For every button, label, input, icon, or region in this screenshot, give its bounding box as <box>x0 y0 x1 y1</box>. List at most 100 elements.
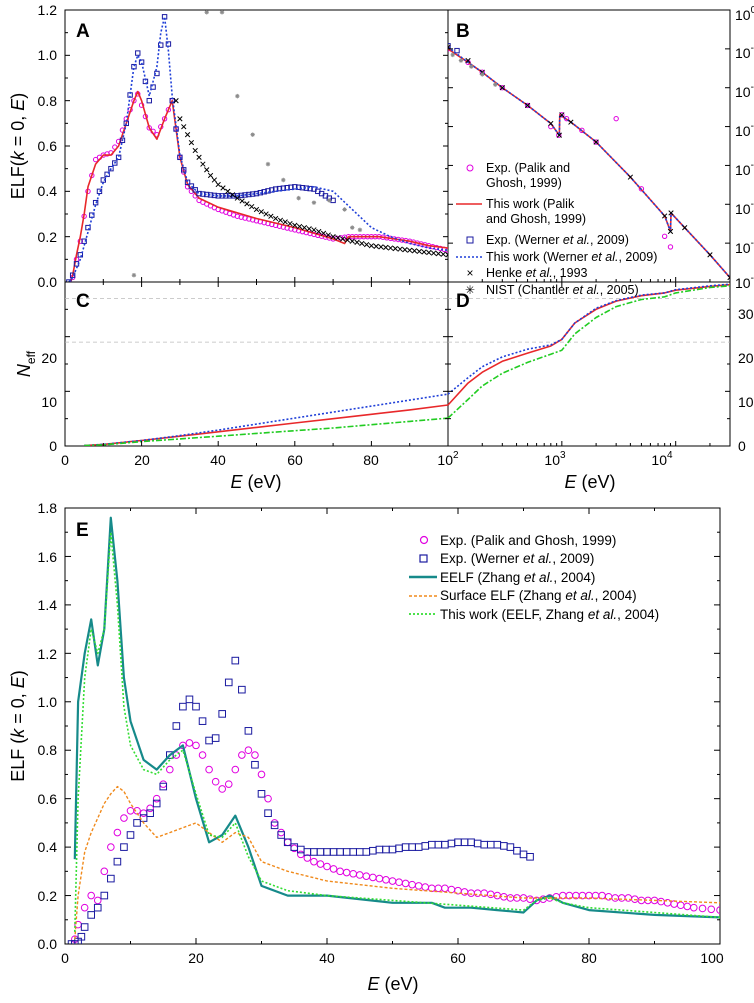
data-point <box>282 219 288 225</box>
series-exp-werner-et-al-2009 <box>66 14 336 282</box>
data-point <box>229 192 236 198</box>
data-point <box>355 871 364 879</box>
data-point <box>188 139 195 146</box>
data-point <box>638 186 645 192</box>
data-point <box>526 853 534 861</box>
tick-label: 0 <box>738 438 746 454</box>
data-point <box>349 238 355 244</box>
data-point <box>231 656 240 665</box>
tick-label: 10-2 <box>735 82 754 100</box>
data-point <box>368 243 375 249</box>
data-point <box>316 848 325 856</box>
series-this-work-werner-et-al-2009 <box>84 393 448 446</box>
data-point <box>113 828 122 837</box>
x-tick-label-10-2: 102 <box>437 450 459 468</box>
data-point <box>120 843 128 851</box>
data-point <box>281 177 286 183</box>
axis-ticks <box>64 9 730 945</box>
data-point <box>506 894 515 902</box>
data-point <box>617 894 626 902</box>
data-point <box>303 854 312 862</box>
data-point <box>493 82 498 87</box>
data-point <box>87 911 96 919</box>
data-point <box>499 85 506 91</box>
panel-letter-a: A <box>76 21 90 42</box>
panel-e-x-label: E (eV) <box>367 974 418 994</box>
data-point <box>363 241 370 248</box>
data-point <box>93 896 102 905</box>
data-point <box>242 192 248 198</box>
tick-label: 10-7 <box>735 273 754 291</box>
data-point <box>342 868 351 877</box>
data-point <box>258 209 264 215</box>
series-this-work-palik-and-ghosh-1999 <box>448 283 730 406</box>
panel-d-plot <box>448 283 730 419</box>
data-point <box>357 227 363 233</box>
data-point <box>270 821 279 830</box>
data-point <box>215 181 221 188</box>
tick-label: 0.8 <box>38 93 58 109</box>
legend-label: Henke et al., 1993 <box>486 266 588 280</box>
data-point <box>450 52 455 58</box>
data-point <box>458 58 464 63</box>
data-point <box>284 185 290 191</box>
data-point <box>408 843 416 851</box>
series-nist-chantler-et-al-2005 <box>450 52 498 87</box>
series-line <box>74 531 720 932</box>
data-point <box>411 248 418 254</box>
data-point <box>401 843 410 851</box>
data-point <box>408 880 416 889</box>
data-point <box>559 112 565 118</box>
data-point <box>126 831 135 839</box>
data-point <box>434 884 443 893</box>
data-point <box>257 770 266 779</box>
data-point <box>204 167 210 173</box>
data-point <box>311 227 317 233</box>
data-point <box>613 115 619 122</box>
data-point <box>181 124 187 130</box>
data-point <box>395 878 403 887</box>
data-point <box>165 107 172 113</box>
data-point <box>316 860 325 868</box>
legend-label: Surface ELF (Zhang et al., 2004) <box>440 588 637 603</box>
panel-c-plot <box>84 393 448 446</box>
data-point <box>244 727 253 735</box>
data-point <box>401 879 410 888</box>
legend-marker: × <box>466 266 473 280</box>
panel-e-x-tick-labels: 0 20 40 60 80 100 <box>61 950 724 966</box>
data-point <box>181 167 187 173</box>
tick-label: 10 <box>41 394 57 410</box>
tick-label: 1.2 <box>38 2 58 18</box>
x-tick-label-10-3: 103 <box>544 450 566 468</box>
series-line <box>448 285 730 419</box>
data-point <box>349 869 358 878</box>
data-point <box>336 867 344 876</box>
data-point <box>335 235 341 241</box>
data-point <box>513 846 521 855</box>
data-point <box>369 873 377 882</box>
data-point <box>133 819 141 827</box>
data-point <box>682 225 688 231</box>
panel-e-y-tick-labels: 0.0 0.2 0.4 0.6 0.8 1.0 1.2 1.4 1.6 1.8 <box>38 500 58 952</box>
data-point <box>200 161 206 167</box>
legend-marker <box>466 164 474 172</box>
legend-item: Exp. (Werner et al., 2009) <box>419 551 594 566</box>
data-point <box>416 248 422 255</box>
data-point <box>467 889 475 897</box>
data-point <box>500 842 508 850</box>
data-point <box>430 250 437 256</box>
data-point <box>173 98 179 104</box>
tick-label: 80 <box>363 452 379 468</box>
legend-item: This work (EELF, Zhang et al., 2004) <box>409 607 659 622</box>
legend-marker <box>419 535 429 545</box>
data-point <box>340 236 346 242</box>
data-point <box>192 187 198 193</box>
data-point <box>280 185 287 191</box>
data-point <box>624 894 633 902</box>
data-point <box>402 247 408 253</box>
data-point <box>166 751 174 759</box>
data-point <box>355 848 364 856</box>
data-point <box>205 736 213 745</box>
data-point <box>261 189 267 195</box>
data-point <box>239 198 245 204</box>
